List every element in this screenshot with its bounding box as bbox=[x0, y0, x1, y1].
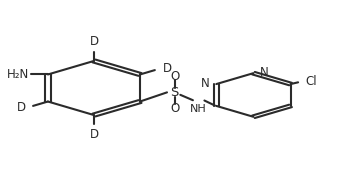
Text: D: D bbox=[89, 35, 99, 48]
Text: D: D bbox=[89, 128, 99, 141]
Text: N: N bbox=[259, 66, 268, 79]
Text: N: N bbox=[201, 77, 210, 90]
Text: D: D bbox=[162, 62, 171, 75]
Text: S: S bbox=[170, 86, 179, 99]
Text: NH: NH bbox=[190, 104, 207, 114]
Text: O: O bbox=[170, 70, 179, 83]
Text: Cl: Cl bbox=[305, 75, 317, 88]
Text: H₂N: H₂N bbox=[7, 68, 29, 81]
Text: O: O bbox=[170, 102, 179, 115]
Text: D: D bbox=[17, 101, 26, 114]
